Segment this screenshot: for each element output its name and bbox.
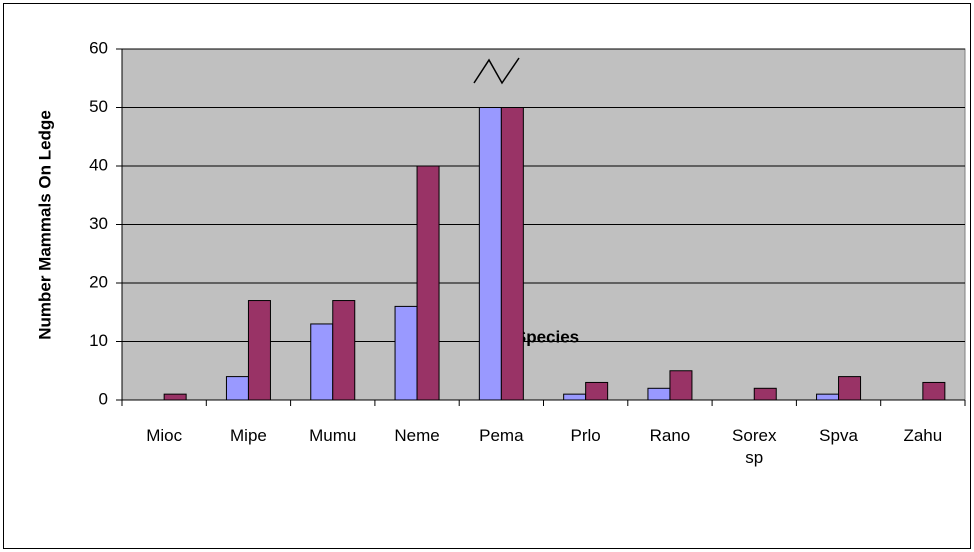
x-tick-label: Sorex sp [732, 426, 777, 467]
bar [416, 165, 440, 401]
bar [647, 387, 671, 401]
axis-break-symbol [473, 57, 520, 85]
bar [394, 305, 418, 401]
bar [310, 323, 334, 401]
x-tick-label: Spva [819, 426, 858, 445]
bar [478, 107, 502, 401]
y-tick-label: 40 [89, 155, 108, 174]
x-tick-label: Neme [394, 426, 440, 445]
y-tick-label: 20 [89, 272, 108, 291]
bar [585, 381, 609, 401]
x-tick-label: Rano [649, 426, 691, 445]
bar [753, 387, 777, 401]
x-tick-label: Mumu [309, 426, 357, 445]
bar [922, 381, 946, 401]
bar [163, 393, 187, 401]
y-tick-label: 30 [89, 214, 108, 233]
x-tick-label: Mioc [146, 426, 183, 445]
x-tick-label: Pema [479, 426, 524, 445]
bar [500, 107, 524, 401]
x-tick-label: Mipe [230, 426, 267, 445]
x-tick-label: Prlo [570, 426, 601, 445]
y-axis-title: Number Mammals On Ledge [35, 110, 54, 340]
x-axis-title: Species [515, 327, 579, 346]
bar [669, 370, 693, 401]
y-tick-label: 10 [89, 331, 108, 350]
x-tick-label: Zahu [903, 426, 943, 445]
y-tick-label: 60 [89, 38, 108, 57]
bar [563, 393, 587, 401]
bar [247, 300, 271, 401]
bar [332, 300, 356, 401]
bar [816, 393, 840, 401]
bar [225, 376, 249, 401]
bar [838, 376, 862, 401]
y-tick-label: 50 [89, 97, 108, 116]
y-tick-label: 0 [99, 389, 108, 408]
